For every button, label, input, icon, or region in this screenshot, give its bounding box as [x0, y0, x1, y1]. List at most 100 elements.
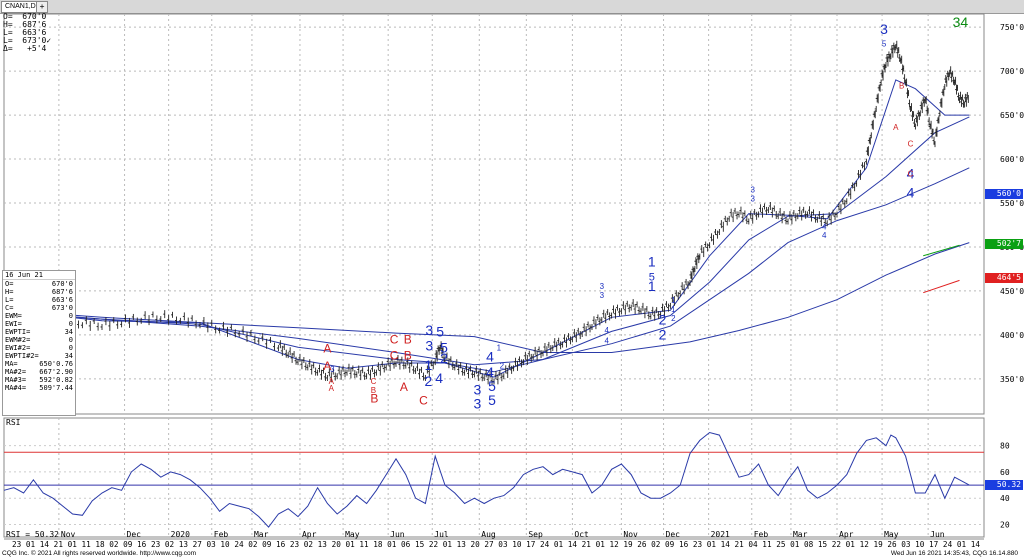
wave-label: 5: [436, 324, 444, 340]
wave-label: 4: [486, 348, 494, 364]
data-box-key: MA#4=: [5, 384, 27, 392]
data-box-value: 34: [64, 352, 73, 360]
month-label: Feb: [754, 530, 769, 539]
wave-label: A: [400, 380, 408, 394]
data-box-row: EWM#2= 0: [3, 336, 75, 344]
data-box-value: 0: [68, 344, 73, 352]
data-box-row: EWI#2= 0: [3, 344, 75, 352]
data-box-key: C=: [5, 304, 14, 312]
data-box-row: MA#2= 667'2.90: [3, 368, 75, 376]
trend-line-red: [923, 279, 960, 294]
wave-label: A: [893, 123, 899, 132]
wave-label: 3: [473, 382, 481, 398]
ohlc-line: O= 670'0: [3, 12, 47, 21]
data-box-key: H=: [5, 288, 14, 296]
wave-mark: A: [329, 384, 335, 393]
ohlc-line: Δ= +5'4: [3, 44, 47, 53]
wave-mark: 3: [600, 291, 605, 300]
wave-mark: 1: [671, 305, 676, 314]
rsi-tick-label: 80: [1000, 442, 1010, 451]
wave-label: 5: [440, 339, 448, 355]
price-tag: 560'0: [985, 189, 1023, 200]
data-box-row: O= 670'0: [3, 280, 75, 288]
wave-label: 4: [435, 370, 443, 386]
rsi-tick-label: 60: [1000, 468, 1010, 477]
data-box-value: 592'0.82: [39, 376, 73, 384]
data-box-value: 34: [64, 328, 73, 336]
data-box-row: MA#3= 592'0.82: [3, 376, 75, 384]
wave-label: 3: [425, 338, 433, 354]
wave-mark: 5: [882, 40, 887, 49]
wave-label: 3: [473, 396, 481, 412]
data-box-key: EWM#2=: [5, 336, 31, 344]
wave-label: C: [908, 140, 914, 149]
wave-label: C: [390, 348, 399, 362]
wave-label: B: [404, 348, 412, 362]
wave-mark: 4: [604, 337, 609, 346]
price-tick-label: 550'0: [1000, 199, 1024, 208]
data-box-value: 0: [68, 312, 73, 320]
price-tick-label: 400'0: [1000, 331, 1024, 340]
data-box-row: L= 663'6: [3, 296, 75, 304]
wave-mark: C: [371, 377, 377, 386]
wave-label: 3: [880, 21, 888, 37]
price-tick-label: 750'0: [1000, 23, 1024, 32]
wave-mark: 4: [604, 326, 609, 335]
wave-label: 4: [907, 165, 915, 181]
ma-line: [3, 242, 970, 353]
month-label: Mar: [254, 530, 269, 539]
data-box-value: 673'0: [51, 304, 73, 312]
data-box-value: 0: [68, 336, 73, 344]
wave-mark: 1: [497, 344, 502, 353]
price-tag: 502'7: [985, 239, 1023, 250]
month-label: Nov: [61, 530, 76, 539]
wave-mark: 3: [750, 185, 755, 194]
add-tab-button[interactable]: +: [36, 1, 48, 13]
month-label: Apr: [302, 530, 317, 539]
wave-label: C: [908, 170, 914, 179]
wave-label: C: [390, 333, 399, 347]
rsi-tag: 50.32: [985, 479, 1023, 490]
wave-label: 1: [648, 278, 656, 294]
count-label: 34: [953, 14, 969, 30]
wave-label: B: [404, 333, 412, 347]
month-label: May: [884, 530, 899, 539]
month-label: 2020: [171, 530, 190, 539]
rsi-line: [3, 431, 970, 528]
price-tick-label: 450'0: [1000, 287, 1024, 296]
ohlc-line: L= 673'0✓: [3, 36, 52, 45]
wave-label: 1: [424, 357, 432, 373]
month-label: May: [345, 530, 360, 539]
wave-mark: A: [329, 377, 335, 386]
month-label: Dec: [127, 530, 142, 539]
ohlc-header: O= 670'0 H= 687'6 L= 663'6 L= 673'0✓ Δ= +5'4: [3, 13, 51, 53]
data-box-value: 650'0.76: [39, 360, 73, 368]
data-box: 16 Jun 21 O= 670'0 H= 687'6 L= 663'6 C= 673'0 EW…: [2, 270, 76, 416]
data-box-value: 0: [68, 320, 73, 328]
month-label: Jun: [930, 530, 945, 539]
rsi-tick-label: 20: [1000, 520, 1010, 529]
data-box-row: EWM= 0: [3, 312, 75, 320]
month-label: Sep: [528, 530, 543, 539]
wave-mark: 2: [500, 361, 505, 370]
date-tick-labels: 23 01 14 21 01 11 18 02 09 16 23 02 13 2…: [12, 540, 980, 549]
data-box-row: MA= 650'0.76: [3, 360, 75, 368]
data-box-key: MA#3=: [5, 376, 27, 384]
wave-label: B: [370, 392, 378, 406]
ohlc-line: L= 663'6: [3, 28, 47, 37]
wave-mark: 3: [750, 194, 755, 203]
rsi-value-label: RSI = 50.32: [6, 530, 59, 539]
month-label: Nov: [623, 530, 638, 539]
data-box-value: 670'0: [51, 280, 73, 288]
wave-mark: B: [371, 386, 376, 395]
wave-label: 3: [425, 322, 433, 338]
price-tick-label: 650'0: [1000, 111, 1024, 120]
price-tick-label: 350'0: [1000, 375, 1024, 384]
ma-line: [3, 116, 970, 373]
copyright: CQG Inc. © 2021 All rights reserved worl…: [2, 550, 197, 557]
wave-label: 5: [488, 378, 496, 394]
data-box-key: MA#2=: [5, 368, 27, 376]
data-box-key: EWI=: [5, 320, 22, 328]
footer: CQG Inc. © 2021 All rights reserved worl…: [0, 549, 1024, 559]
